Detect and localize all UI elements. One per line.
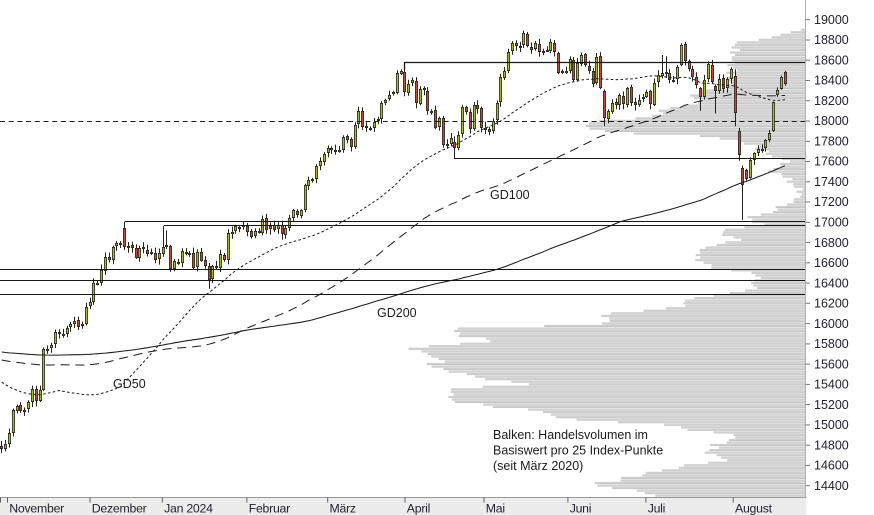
svg-text:November: November	[9, 502, 64, 515]
svg-text:16000: 16000	[814, 317, 849, 331]
svg-text:17600: 17600	[814, 155, 849, 169]
svg-text:Juni: Juni	[570, 502, 592, 515]
svg-text:16200: 16200	[814, 297, 849, 311]
svg-text:18800: 18800	[814, 33, 849, 47]
svg-text:GD100: GD100	[490, 188, 530, 202]
svg-text:17000: 17000	[814, 216, 849, 230]
svg-text:Basiswert pro 25 Index-Punkte: Basiswert pro 25 Index-Punkte	[493, 444, 663, 458]
svg-text:15600: 15600	[814, 357, 849, 371]
svg-text:15200: 15200	[814, 398, 849, 412]
svg-text:16600: 16600	[814, 256, 849, 270]
svg-text:16400: 16400	[814, 276, 849, 290]
svg-text:März: März	[330, 502, 356, 515]
svg-text:Mai: Mai	[486, 502, 505, 515]
svg-text:Februar: Februar	[249, 502, 290, 515]
svg-text:18400: 18400	[814, 74, 849, 88]
svg-text:Balken: Handelsvolumen im: Balken: Handelsvolumen im	[493, 428, 648, 442]
svg-text:18600: 18600	[814, 53, 849, 67]
svg-text:18200: 18200	[814, 94, 849, 108]
svg-text:GD50: GD50	[113, 377, 146, 391]
svg-text:Juli: Juli	[648, 502, 665, 515]
svg-text:15400: 15400	[814, 378, 849, 392]
svg-text:17200: 17200	[814, 195, 849, 209]
svg-text:15000: 15000	[814, 418, 849, 432]
svg-text:17400: 17400	[814, 175, 849, 189]
svg-text:(seit März 2020): (seit März 2020)	[493, 459, 583, 473]
svg-text:GD200: GD200	[377, 306, 417, 320]
svg-text:August: August	[735, 502, 773, 515]
svg-text:19000: 19000	[814, 13, 849, 27]
svg-text:14600: 14600	[814, 459, 849, 473]
svg-text:15800: 15800	[814, 337, 849, 351]
svg-text:14800: 14800	[814, 438, 849, 452]
svg-text:Jan 2024: Jan 2024	[164, 502, 213, 515]
svg-text:16800: 16800	[814, 236, 849, 250]
svg-text:14400: 14400	[814, 479, 849, 493]
svg-text:18000: 18000	[814, 114, 849, 128]
svg-text:April: April	[407, 502, 430, 515]
svg-text:Dezember: Dezember	[92, 502, 147, 515]
svg-text:17800: 17800	[814, 135, 849, 149]
